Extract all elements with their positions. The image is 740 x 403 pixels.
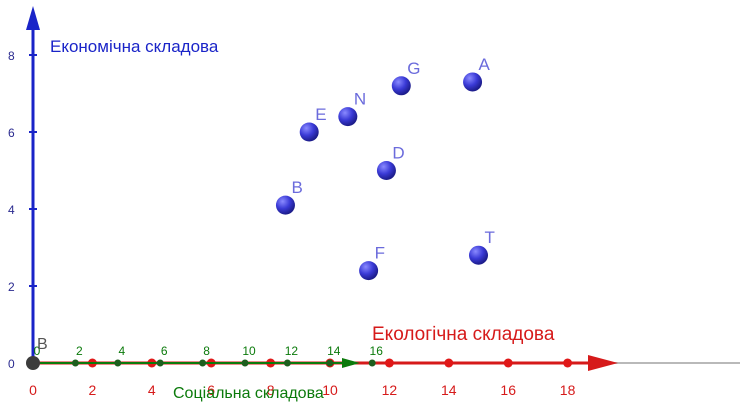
z-tick-label: 12: [285, 344, 299, 358]
y-tick-label: 6: [8, 126, 15, 140]
z-tick-label: 14: [327, 344, 341, 358]
x-tick-dot: [503, 358, 513, 368]
z-tick-label: 0: [34, 344, 41, 358]
x-axis-arrowhead: [588, 355, 618, 371]
z-tick-label: 2: [76, 344, 83, 358]
z-tick-dot: [199, 359, 207, 367]
origin-point: [26, 356, 40, 370]
x-tick-label: 14: [441, 382, 457, 398]
y-tick-label: 8: [8, 49, 15, 63]
z-tick-dot: [71, 359, 79, 367]
data-point-d: [376, 161, 396, 180]
z-tick-label: 4: [118, 344, 125, 358]
data-point-label-a: A: [479, 55, 491, 74]
x-tick-label: 8: [267, 382, 275, 398]
data-point-n: [338, 107, 358, 127]
z-tick-dot: [156, 359, 164, 367]
z-tick-label: 10: [242, 344, 256, 358]
data-point-label-n: N: [354, 90, 366, 109]
data-point-a: [463, 72, 483, 92]
z-tick-dot: [368, 359, 376, 367]
y-axis-arrowhead: [26, 6, 40, 30]
x-tick-dot: [563, 358, 573, 368]
x-tick-dot: [384, 358, 394, 368]
data-point-g: [391, 76, 411, 96]
x-tick-label: 18: [560, 382, 576, 398]
z-axis-title: Соціальна складова: [173, 385, 324, 402]
z-tick-dot: [241, 359, 249, 367]
x-tick-label: 4: [148, 382, 156, 398]
x-tick-dot: [444, 358, 454, 368]
data-point-label-g: G: [407, 59, 420, 78]
x-tick-label: 6: [207, 382, 215, 398]
z-axis-arrowhead: [342, 358, 360, 368]
y-tick-label: 4: [8, 203, 15, 217]
x-tick-label: 16: [500, 382, 516, 398]
z-tick-dot: [326, 359, 334, 367]
axes: 0 2 4 6 8 0 2 4 6 8 10 12 14 16 18 0 2 4 6 8 10 12 14 16: [8, 6, 740, 398]
y-tick-label: 2: [8, 280, 15, 294]
data-point-label-e: E: [315, 105, 326, 124]
z-tick-label: 16: [370, 344, 384, 358]
x-axis-title: Екологічна складова: [372, 324, 555, 345]
data-point-label-t: T: [485, 228, 495, 247]
y-axis-title: Економічна складова: [50, 37, 219, 56]
x-tick-label: 0: [29, 382, 37, 398]
data-point-e: [299, 122, 319, 142]
z-tick-label: 8: [203, 344, 210, 358]
x-tick-label: 10: [322, 382, 338, 398]
x-tick-label: 2: [89, 382, 97, 398]
data-point-f: [359, 261, 379, 281]
y-tick-label: 0: [8, 357, 15, 371]
z-tick-label: 6: [161, 344, 168, 358]
origin-label: B: [37, 336, 48, 353]
data-points: A G N E D B T F: [275, 55, 495, 281]
data-point-t: [469, 245, 488, 265]
data-point-label-d: D: [392, 144, 404, 163]
data-point-b: [275, 195, 295, 215]
data-point-label-f: F: [375, 244, 385, 263]
z-tick-dot: [283, 359, 291, 367]
data-point-label-b: B: [291, 178, 302, 197]
x-tick-label: 12: [382, 382, 398, 398]
z-tick-dot: [114, 359, 122, 367]
